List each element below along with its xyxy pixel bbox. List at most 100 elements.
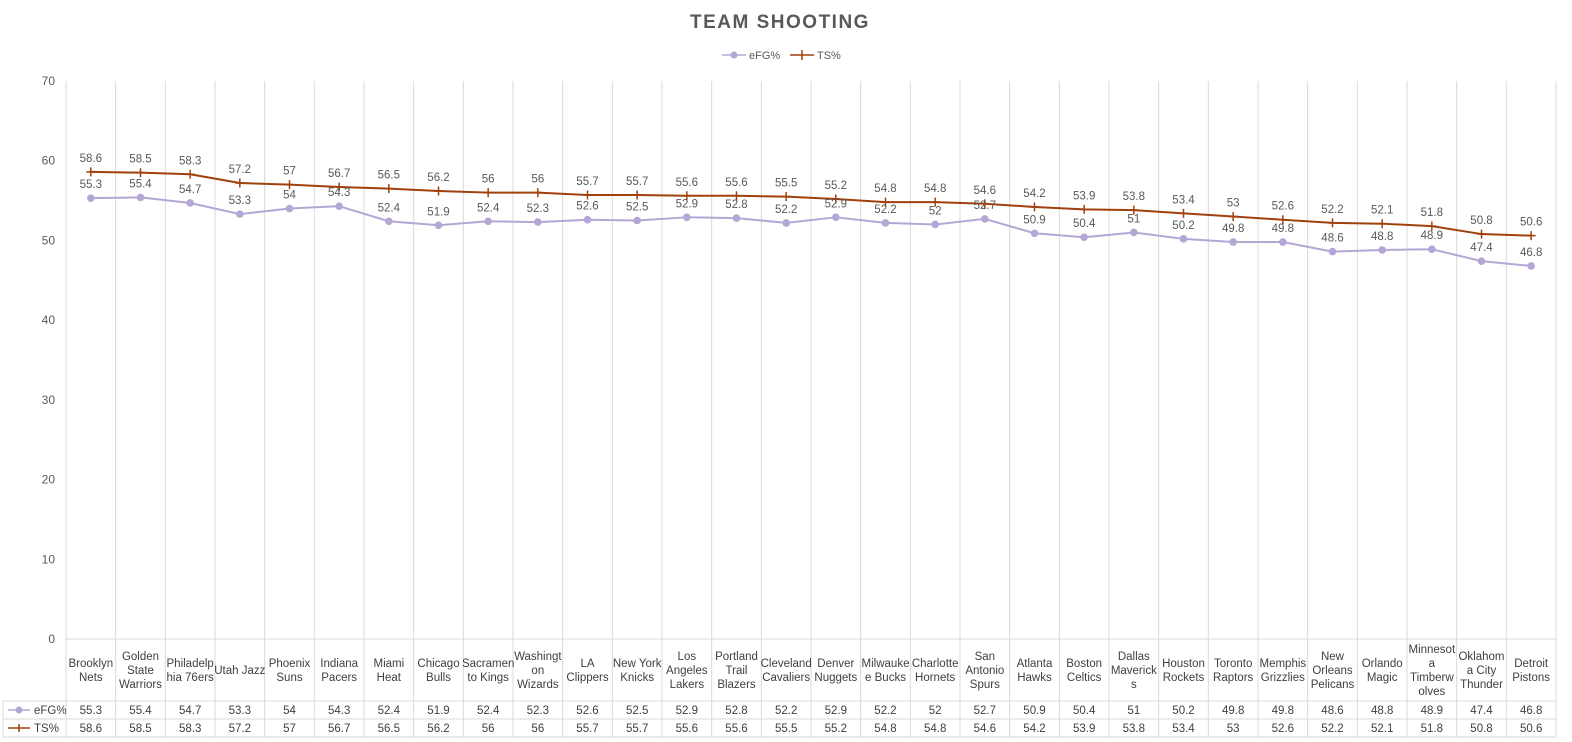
ts-data-label: 58.5 [129,154,151,166]
category-label: Dallas Maverick s [1111,651,1157,691]
efg-data-label: 52.5 [626,202,648,214]
table-cell-value: 53.3 [229,705,251,717]
table-cell-value: 50.8 [1470,723,1492,735]
efg-point [87,194,95,202]
category-label: Miami Heat [373,658,404,684]
table-cell-value: 54.6 [974,723,996,735]
table-cell-value: 55.2 [825,723,847,735]
table-cell-value: 58.6 [80,723,102,735]
table-cell-value: 54.8 [924,723,946,735]
efg-data-label: 52.2 [874,204,896,216]
table-cell-value: 50.2 [1172,705,1194,717]
efg-point [1428,245,1436,253]
efg-point [981,215,989,223]
ts-data-label: 55.2 [825,180,847,192]
efg-point [1030,229,1039,238]
chart-title: TEAM SHOOTING [690,12,870,33]
ts-data-label: 54.8 [874,183,896,195]
table-series-name: TS% [34,723,59,735]
table-cell-value: 52.5 [626,705,648,717]
table-cell-value: 52 [929,705,942,717]
efg-point [1527,262,1535,270]
table-cell-value: 52.6 [1272,723,1294,735]
table-cell-value: 50.4 [1073,705,1096,717]
data-labels: 55.3 55.4 54.7 53.3 54 54.3 52.4 51.9 52.4 52.3 52… [80,153,1543,259]
efg-point [1080,233,1088,242]
category-label: Atlanta Hawks [1017,658,1053,684]
table-cell-value: 52.4 [477,705,500,717]
ts-data-label: 51.8 [1421,207,1443,219]
category-label: Portland Trail Blazers [715,651,758,691]
efg-point [1378,246,1386,254]
ts-data-label: 55.5 [775,178,797,190]
ts-data-label: 52.6 [1272,201,1294,213]
table-cell-value: 49.8 [1222,705,1244,717]
category-label: Oklahom a City Thunder [1458,651,1504,691]
y-tick-label: 30 [42,393,56,407]
category-label: Los Angeles Lakers [666,651,708,691]
table-cell-value: 56 [482,723,495,735]
table-cell-value: 48.8 [1371,705,1393,717]
y-tick-label: 20 [42,473,56,487]
efg-point [1179,235,1188,243]
efg-data-label: 54 [283,190,296,202]
table-cell-value: 56.5 [378,723,400,735]
category-label: Indiana Pacers [320,658,358,684]
table-cell-value: 52.2 [874,705,896,717]
efg-point [434,221,443,230]
ts-data-label: 53.8 [1123,191,1145,203]
efg-data-label: 49.8 [1272,223,1294,235]
table-cell-value: 54.3 [328,705,350,717]
efg-point [931,220,939,229]
efg-point [683,213,691,222]
efg-point [633,216,641,225]
efg-point [583,215,592,224]
efg-point [186,199,194,207]
category-label: Charlotte Hornets [912,658,959,684]
table-cell-value: 52.9 [676,705,698,717]
category-label: Houston Rockets [1162,658,1205,684]
legend-entry: eFG% [749,50,780,62]
ts-data-label: 55.6 [676,177,698,189]
y-tick-label: 10 [42,552,56,566]
table-cell-value: 51.8 [1421,723,1443,735]
table-cell-value: 53 [1227,723,1240,735]
category-label: Brooklyn Nets [68,658,113,684]
ts-data-label: 57.2 [229,164,251,176]
efg-point [534,218,542,226]
category-label: Cleveland Cavaliers [761,658,812,684]
ts-data-label: 56.2 [427,172,449,184]
category-label: Toronto Raptors [1213,658,1254,684]
table-cell-value: 51 [1127,705,1140,717]
category-label: Memphis Grizzlies [1260,658,1307,684]
table-cell-value: 52.7 [974,705,996,717]
category-label: Detroit Pistons [1512,658,1550,684]
efg-point [285,204,294,213]
y-tick-label: 70 [42,74,56,88]
efg-point [385,217,393,226]
table-cell-value: 50.9 [1023,705,1045,717]
y-tick-label: 50 [42,233,56,247]
series-layer [86,167,1536,270]
ts-data-label: 53.4 [1172,194,1195,206]
efg-point [881,219,890,227]
table-cell-value: 55.3 [80,705,102,717]
legend-key-marker [730,51,738,59]
category-label: Phoenix Suns [269,658,311,684]
efg-point [1477,257,1486,265]
ts-data-label: 52.1 [1371,205,1393,217]
efg-point [782,219,790,227]
efg-point [1279,238,1287,246]
efg-data-label: 48.8 [1371,231,1393,243]
efg-data-label: 52.4 [378,202,401,214]
category-label: Orlando Magic [1362,658,1403,684]
ts-data-label: 57 [283,166,296,178]
efg-data-label: 50.9 [1023,214,1045,226]
table-key-marker [15,706,23,714]
table-cell-value: 52.3 [527,705,549,717]
efg-data-label: 51.9 [427,206,449,218]
table-cell-value: 47.4 [1470,705,1493,717]
table-cell-value: 55.6 [676,723,698,735]
table-cell-value: 57.2 [229,723,251,735]
